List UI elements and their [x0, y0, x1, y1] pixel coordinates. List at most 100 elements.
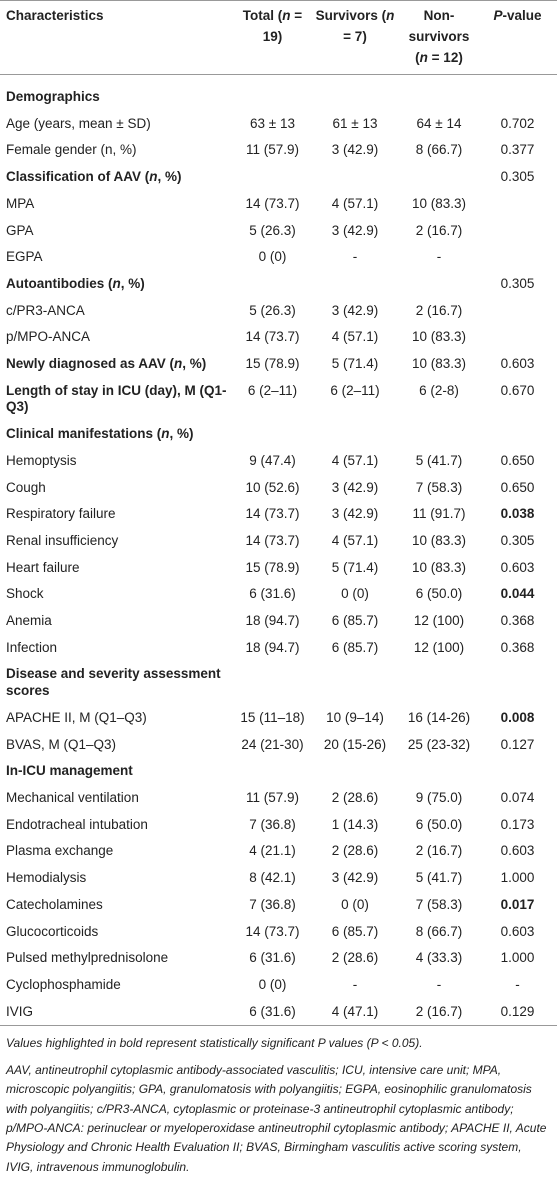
- cell: 3 (42.9): [310, 865, 400, 892]
- data-row: Length of stay in ICU (day), M (Q1-Q3) 6 …: [0, 378, 557, 421]
- value: 8 (66.7): [415, 923, 463, 939]
- value: 3 (42.9): [331, 870, 379, 886]
- section-row: In-ICU management: [0, 758, 557, 785]
- data-row: Cyclophosphamide 0 (0) - - -: [0, 972, 557, 999]
- value: 12 (100): [413, 613, 465, 629]
- cell: 6 (2–11): [235, 378, 310, 421]
- row-label: Age (years, mean ± SD): [0, 111, 235, 138]
- cell: 6 (50.0): [400, 812, 478, 839]
- section-row: Classification of AAV (n, %) 0.305: [0, 164, 557, 191]
- text: Autoantibodies (: [6, 275, 113, 291]
- value: 5 (41.7): [415, 870, 463, 886]
- data-row: Anemia 18 (94.7) 6 (85.7) 12 (100) 0.368: [0, 608, 557, 635]
- data-row: Newly diagnosed as AAV (n, %) 15 (78.9) 5 …: [0, 351, 557, 378]
- value: 10 (83.3): [411, 532, 467, 548]
- text: Hemodialysis: [6, 870, 87, 886]
- cell: [235, 758, 310, 785]
- value: 14 (73.7): [245, 532, 300, 548]
- cell: [400, 661, 478, 704]
- cell: [400, 164, 478, 191]
- p-value: 0.603: [500, 923, 535, 939]
- text: Endotracheal intubation: [6, 816, 148, 832]
- value: -: [436, 249, 442, 265]
- cell: 5 (26.3): [235, 298, 310, 325]
- value: 9 (47.4): [249, 452, 296, 468]
- cell: 15 (78.9): [235, 351, 310, 378]
- value: 14 (73.7): [245, 506, 300, 522]
- cell: 3 (42.9): [310, 475, 400, 502]
- p-value-cell: 0.305: [478, 271, 557, 298]
- text: Renal insufficiency: [6, 532, 119, 548]
- text: Clinical manifestations (: [6, 426, 162, 442]
- text: , %): [157, 169, 182, 185]
- cell: 0 (0): [235, 244, 310, 271]
- p-value: 1.000: [500, 950, 535, 966]
- cell: -: [310, 972, 400, 999]
- value: 7 (58.3): [415, 479, 463, 495]
- footnotes: Values highlighted in bold represent sta…: [0, 1026, 557, 1177]
- p-value-cell: 0.173: [478, 812, 557, 839]
- text: p/MPO-ANCA: [6, 329, 91, 345]
- data-row: Female gender (n, %) 11 (57.9) 3 (42.9) 8 (…: [0, 137, 557, 164]
- cell: 7 (36.8): [235, 812, 310, 839]
- data-row: Endotracheal intubation 7 (36.8) 1 (14.3) 6…: [0, 812, 557, 839]
- cell: 6 (2-8): [400, 378, 478, 421]
- value: 3 (42.9): [331, 479, 379, 495]
- value: 5 (26.3): [249, 302, 296, 318]
- p-value-cell: [478, 421, 557, 448]
- cell: 15 (78.9): [235, 555, 310, 582]
- data-row: BVAS, M (Q1–Q3) 24 (21-30) 20 (15-26) 25 (2…: [0, 732, 557, 759]
- value: 25 (23-32): [407, 736, 471, 752]
- row-label: GPA: [0, 218, 235, 245]
- row-label: Mechanical ventilation: [0, 785, 235, 812]
- cell: 11 (91.7): [400, 501, 478, 528]
- row-label: c/PR3-ANCA: [0, 298, 235, 325]
- value: 0 (0): [341, 896, 369, 912]
- value: 6 (31.6): [249, 586, 296, 602]
- p-value-cell: 0.008: [478, 705, 557, 732]
- text: Cyclophosphamide: [6, 976, 121, 992]
- p-value-cell: -: [478, 972, 557, 999]
- cell: [400, 421, 478, 448]
- value: 4 (21.1): [249, 843, 296, 859]
- p-value: 0.305: [500, 532, 535, 548]
- cell: 24 (21-30): [235, 732, 310, 759]
- p-value-cell: 0.129: [478, 999, 557, 1026]
- cell: 2 (16.7): [400, 999, 478, 1026]
- cell: 2 (28.6): [310, 838, 400, 865]
- value: 4 (57.1): [331, 452, 379, 468]
- value: 10 (83.3): [411, 559, 467, 575]
- value: 14 (73.7): [245, 195, 300, 211]
- p-value: 0.173: [500, 816, 535, 832]
- value: 6 (31.6): [249, 1003, 296, 1019]
- value: 3 (42.9): [331, 142, 379, 158]
- row-label: Glucocorticoids: [0, 919, 235, 946]
- value: 7 (36.8): [249, 896, 296, 912]
- data-row: Infection 18 (94.7) 6 (85.7) 12 (100) 0.368: [0, 635, 557, 662]
- p-value-cell: 0.017: [478, 892, 557, 919]
- value: 9 (75.0): [415, 789, 463, 805]
- value: 6 (85.7): [331, 639, 379, 655]
- cell: 4 (57.1): [310, 528, 400, 555]
- value: 24 (21-30): [241, 736, 304, 752]
- data-row: Renal insufficiency 14 (73.7) 4 (57.1) 10 (…: [0, 528, 557, 555]
- row-label: Heart failure: [0, 555, 235, 582]
- value: 4 (57.1): [331, 329, 379, 345]
- value: 8 (42.1): [249, 870, 296, 886]
- text: Infection: [6, 639, 58, 655]
- value: 2 (16.7): [415, 302, 463, 318]
- value: 5 (41.7): [415, 452, 463, 468]
- row-label: Renal insufficiency: [0, 528, 235, 555]
- cell: 6 (85.7): [310, 919, 400, 946]
- cell: [310, 164, 400, 191]
- cell: 14 (73.7): [235, 528, 310, 555]
- cell: [400, 271, 478, 298]
- cell: 6 (2–11): [310, 378, 400, 421]
- value: -: [436, 976, 442, 992]
- p-value-cell: 0.044: [478, 581, 557, 608]
- value: 3 (42.9): [331, 222, 379, 238]
- p-value-cell: 0.305: [478, 528, 557, 555]
- header-cell: Non-survivors (n = 12): [400, 0, 478, 75]
- p-value: 0.702: [500, 115, 535, 131]
- cell: 18 (94.7): [235, 635, 310, 662]
